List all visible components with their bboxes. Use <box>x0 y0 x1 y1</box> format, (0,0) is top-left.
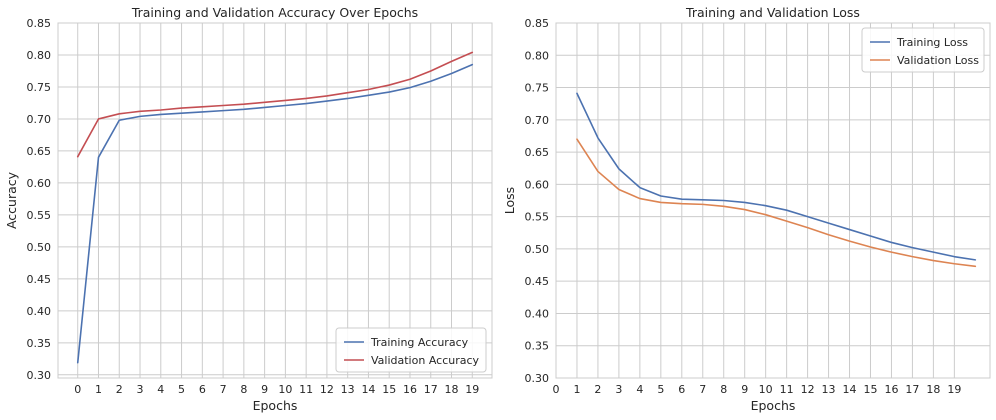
x-tick-label: 15 <box>382 383 396 396</box>
y-tick-label: 0.60 <box>525 178 550 191</box>
accuracy-legend: Training Accuracy Validation Accuracy <box>335 327 487 373</box>
series-line-1 <box>576 138 977 268</box>
y-tick-label: 0.35 <box>27 337 52 350</box>
loss-x-ticks: 0 1 2 3 4 5 6 7 8 9 10 11 12 13 14 15 16 17 18 19 <box>553 383 962 396</box>
y-tick-label: 0.35 <box>525 340 550 353</box>
accuracy-legend-label-validation: Validation Accuracy <box>371 354 480 367</box>
loss-legend-label-validation: Validation Loss <box>897 54 979 67</box>
x-tick-label: 9 <box>261 383 268 396</box>
y-tick-label: 0.70 <box>525 114 550 127</box>
loss-series <box>576 92 977 268</box>
x-tick-label: 14 <box>843 383 857 396</box>
x-tick-label: 19 <box>947 383 961 396</box>
x-tick-label: 16 <box>884 383 898 396</box>
x-tick-label: 10 <box>759 383 773 396</box>
loss-legend-box <box>861 27 985 73</box>
x-tick-label: 8 <box>720 383 727 396</box>
loss-y-ticks: 0.30 0.35 0.40 0.45 0.50 0.55 0.60 0.65 0.70 0.75… <box>525 17 550 385</box>
accuracy-legend-label-training: Training Accuracy <box>370 336 469 349</box>
loss-legend: Training Loss Validation Loss <box>861 27 985 73</box>
x-tick-label: 1 <box>573 383 580 396</box>
series-line-0 <box>76 63 474 364</box>
accuracy-y-axis-label: Accuracy <box>4 171 19 229</box>
x-tick-label: 4 <box>157 383 164 396</box>
y-tick-label: 0.30 <box>27 369 52 382</box>
accuracy-x-axis-label: Epochs <box>253 398 298 413</box>
x-tick-label: 11 <box>299 383 313 396</box>
x-tick-label: 8 <box>240 383 247 396</box>
x-tick-label: 17 <box>905 383 919 396</box>
y-tick-label: 0.55 <box>525 211 550 224</box>
y-tick-label: 0.80 <box>525 49 550 62</box>
loss-grid <box>555 22 990 379</box>
loss-plot-frame <box>555 22 991 379</box>
accuracy-chart: 0 1 2 3 4 5 6 7 8 9 10 11 12 13 14 15 16 17 18 19 0.300.350… <box>4 5 493 413</box>
x-tick-label: 12 <box>320 383 334 396</box>
x-tick-label: 0 <box>553 383 560 396</box>
loss-chart-title: Training and Validation Loss <box>685 5 860 20</box>
y-tick-label: 0.40 <box>525 307 550 320</box>
y-tick-label: 0.65 <box>27 145 52 158</box>
x-tick-label: 2 <box>594 383 601 396</box>
y-tick-label: 0.65 <box>525 146 550 159</box>
accuracy-y-ticks: 0.30 0.35 0.40 0.45 0.50 0.55 0.60 0.65 0.70 0.75… <box>27 17 52 382</box>
y-tick-label: 0.75 <box>27 81 52 94</box>
x-tick-label: 6 <box>678 383 685 396</box>
x-tick-label: 3 <box>615 383 622 396</box>
x-tick-label: 15 <box>863 383 877 396</box>
y-tick-label: 0.85 <box>27 17 52 30</box>
y-tick-label: 0.60 <box>27 177 52 190</box>
x-tick-label: 7 <box>220 383 227 396</box>
x-tick-label: 11 <box>780 383 794 396</box>
y-tick-label: 0.75 <box>525 82 550 95</box>
x-tick-label: 9 <box>741 383 748 396</box>
x-tick-label: 19 <box>465 383 479 396</box>
x-tick-label: 10 <box>278 383 292 396</box>
x-tick-label: 5 <box>657 383 664 396</box>
x-tick-label: 7 <box>699 383 706 396</box>
y-tick-label: 0.70 <box>27 113 52 126</box>
x-tick-label: 18 <box>445 383 459 396</box>
x-tick-label: 17 <box>424 383 438 396</box>
y-tick-label: 0.50 <box>525 243 550 256</box>
y-tick-label: 0.45 <box>525 275 550 288</box>
y-tick-label: 0.40 <box>27 305 52 318</box>
loss-chart: 0 1 2 3 4 5 6 7 8 9 10 11 12 13 14 15 16 17 18 19 0.300.350… <box>502 5 991 413</box>
y-tick-label: 0.55 <box>27 209 52 222</box>
accuracy-x-ticks: 0 1 2 3 4 5 6 7 8 9 10 11 12 13 14 15 16 17 18 19 <box>74 383 479 396</box>
x-tick-label: 5 <box>178 383 185 396</box>
x-tick-label: 6 <box>199 383 206 396</box>
x-tick-label: 18 <box>926 383 940 396</box>
y-tick-label: 0.30 <box>525 372 550 385</box>
y-tick-label: 0.80 <box>27 49 52 62</box>
x-tick-label: 2 <box>116 383 123 396</box>
x-tick-label: 0 <box>74 383 81 396</box>
series-line-0 <box>576 92 977 261</box>
loss-x-axis-label: Epochs <box>751 398 796 413</box>
x-tick-label: 13 <box>822 383 836 396</box>
y-tick-label: 0.85 <box>525 17 550 30</box>
accuracy-chart-title: Training and Validation Accuracy Over Ep… <box>131 5 418 20</box>
y-tick-label: 0.50 <box>27 241 52 254</box>
accuracy-series <box>76 51 474 364</box>
x-tick-label: 3 <box>137 383 144 396</box>
x-tick-label: 1 <box>95 383 102 396</box>
y-tick-label: 0.45 <box>27 273 52 286</box>
x-tick-label: 12 <box>801 383 815 396</box>
x-tick-label: 14 <box>361 383 375 396</box>
series-line-1 <box>76 51 474 158</box>
accuracy-legend-box <box>335 327 487 373</box>
x-tick-label: 16 <box>403 383 417 396</box>
x-tick-label: 13 <box>341 383 355 396</box>
accuracy-plot-frame <box>57 22 493 379</box>
loss-legend-label-training: Training Loss <box>896 36 968 49</box>
loss-y-axis-label: Loss <box>502 187 517 214</box>
x-tick-label: 4 <box>636 383 643 396</box>
